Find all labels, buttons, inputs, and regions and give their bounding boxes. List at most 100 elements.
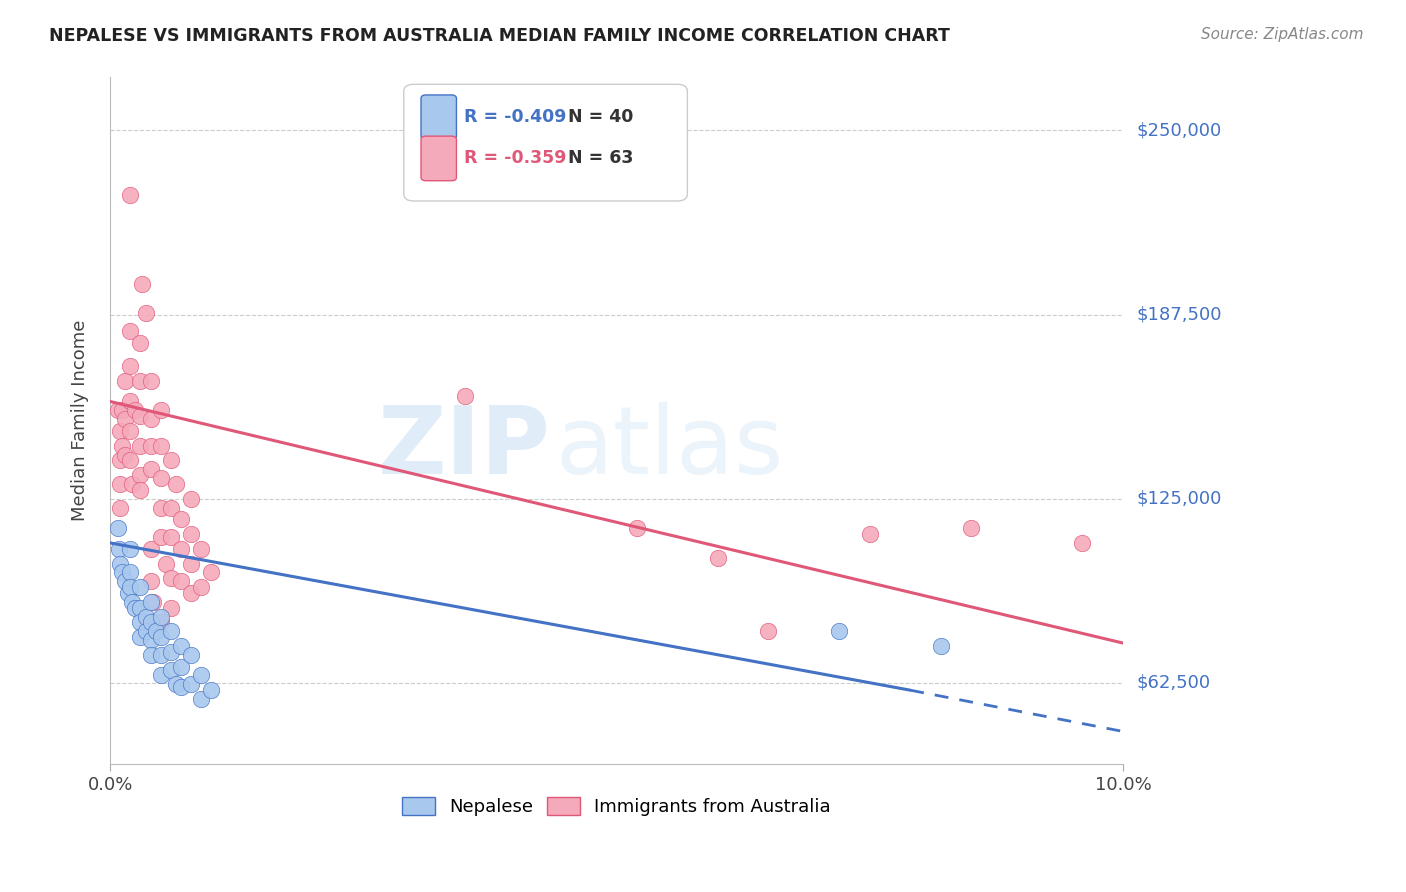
Point: [170, 541, 193, 556]
Point: [160, 600, 183, 615]
Point: [170, 574, 193, 589]
FancyBboxPatch shape: [420, 136, 457, 181]
Point: [180, 586, 202, 600]
Point: [180, 557, 202, 571]
Point: [120, 324, 142, 338]
Point: [142, 595, 165, 609]
Point: [160, 500, 183, 515]
Point: [124, 600, 146, 615]
Text: $250,000: $250,000: [1137, 121, 1222, 139]
Point: [108, 424, 131, 438]
Point: [626, 521, 648, 535]
Point: [200, 683, 222, 698]
Point: [129, 439, 152, 453]
Point: [107, 403, 129, 417]
Point: [149, 668, 172, 682]
Point: [170, 639, 193, 653]
Point: [180, 677, 202, 691]
Point: [190, 580, 212, 594]
Point: [149, 500, 172, 515]
Point: [129, 409, 152, 424]
Text: R = -0.409: R = -0.409: [464, 108, 567, 127]
Text: atlas: atlas: [555, 402, 785, 494]
FancyBboxPatch shape: [404, 85, 688, 201]
Point: [139, 615, 162, 630]
Point: [129, 600, 152, 615]
Point: [114, 374, 136, 388]
Point: [828, 624, 851, 639]
Point: [160, 624, 183, 639]
Point: [165, 677, 187, 691]
Point: [120, 394, 142, 409]
Point: [180, 527, 202, 541]
Point: [180, 491, 202, 506]
Text: ZIP: ZIP: [378, 402, 551, 494]
Point: [129, 374, 152, 388]
Point: [135, 306, 157, 320]
Point: [114, 574, 136, 589]
Point: [145, 624, 167, 639]
Point: [131, 277, 153, 291]
Point: [149, 609, 172, 624]
Point: [149, 530, 172, 544]
Point: [160, 530, 183, 544]
Point: [139, 595, 162, 609]
Point: [180, 648, 202, 662]
Point: [120, 541, 142, 556]
Point: [859, 527, 882, 541]
Point: [149, 630, 172, 644]
Point: [139, 412, 162, 426]
Point: [149, 648, 172, 662]
Point: [108, 500, 131, 515]
Point: [135, 624, 157, 639]
Point: [929, 639, 952, 653]
Point: [155, 557, 177, 571]
Point: [149, 403, 172, 417]
Point: [121, 477, 143, 491]
Point: [453, 388, 475, 402]
Point: [170, 512, 193, 526]
Point: [1071, 536, 1094, 550]
Point: [160, 645, 183, 659]
Point: [160, 571, 183, 585]
Point: [149, 439, 172, 453]
Point: [108, 477, 131, 491]
Point: [120, 580, 142, 594]
Point: [108, 557, 131, 571]
Point: [149, 615, 172, 630]
Point: [114, 448, 136, 462]
Point: [129, 468, 152, 483]
Point: [108, 541, 131, 556]
Text: R = -0.359: R = -0.359: [464, 150, 567, 168]
Point: [129, 615, 152, 630]
Point: [111, 403, 134, 417]
Point: [149, 471, 172, 485]
Point: [139, 648, 162, 662]
Text: $125,000: $125,000: [1137, 490, 1222, 508]
Point: [190, 692, 212, 706]
Point: [111, 439, 134, 453]
Point: [160, 663, 183, 677]
Point: [120, 424, 142, 438]
Point: [160, 453, 183, 467]
Point: [135, 609, 157, 624]
Y-axis label: Median Family Income: Median Family Income: [72, 320, 89, 521]
Point: [139, 462, 162, 476]
Point: [190, 668, 212, 682]
Point: [129, 483, 152, 497]
Point: [139, 439, 162, 453]
Point: [120, 566, 142, 580]
Point: [111, 566, 134, 580]
Text: $62,500: $62,500: [1137, 673, 1211, 692]
Point: [707, 550, 730, 565]
Point: [165, 477, 187, 491]
Text: N = 63: N = 63: [568, 150, 633, 168]
Point: [960, 521, 983, 535]
Point: [120, 453, 142, 467]
Point: [170, 680, 193, 694]
Point: [129, 630, 152, 644]
Point: [139, 541, 162, 556]
Point: [200, 566, 222, 580]
Point: [170, 659, 193, 673]
Point: [114, 412, 136, 426]
